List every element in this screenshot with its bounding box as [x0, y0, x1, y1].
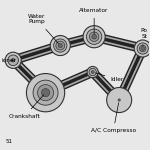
Circle shape — [56, 41, 65, 50]
Circle shape — [38, 85, 54, 101]
Circle shape — [118, 99, 120, 101]
Circle shape — [92, 34, 96, 39]
Circle shape — [58, 44, 62, 48]
Text: Alternator: Alternator — [80, 8, 109, 34]
Circle shape — [89, 32, 99, 41]
Circle shape — [54, 39, 67, 52]
Circle shape — [83, 26, 105, 48]
Text: ioner: ioner — [1, 58, 16, 63]
Circle shape — [87, 66, 98, 78]
Circle shape — [33, 80, 58, 105]
Text: Idler: Idler — [95, 73, 124, 82]
Circle shape — [137, 43, 148, 54]
Text: 51: 51 — [6, 139, 13, 144]
Circle shape — [41, 88, 50, 97]
Circle shape — [26, 74, 65, 112]
Text: Crankshaft: Crankshaft — [9, 95, 44, 119]
Circle shape — [107, 87, 132, 112]
Circle shape — [140, 45, 146, 52]
Circle shape — [5, 52, 21, 68]
Circle shape — [141, 47, 145, 50]
Circle shape — [87, 29, 102, 44]
Circle shape — [91, 71, 94, 74]
Circle shape — [8, 55, 18, 66]
Circle shape — [11, 58, 15, 62]
Circle shape — [89, 68, 96, 76]
Circle shape — [134, 40, 150, 57]
Circle shape — [50, 36, 70, 56]
Text: Po
St: Po St — [140, 28, 147, 46]
Text: A/C Compresso: A/C Compresso — [91, 103, 136, 134]
Text: Water
Pump: Water Pump — [28, 14, 58, 44]
